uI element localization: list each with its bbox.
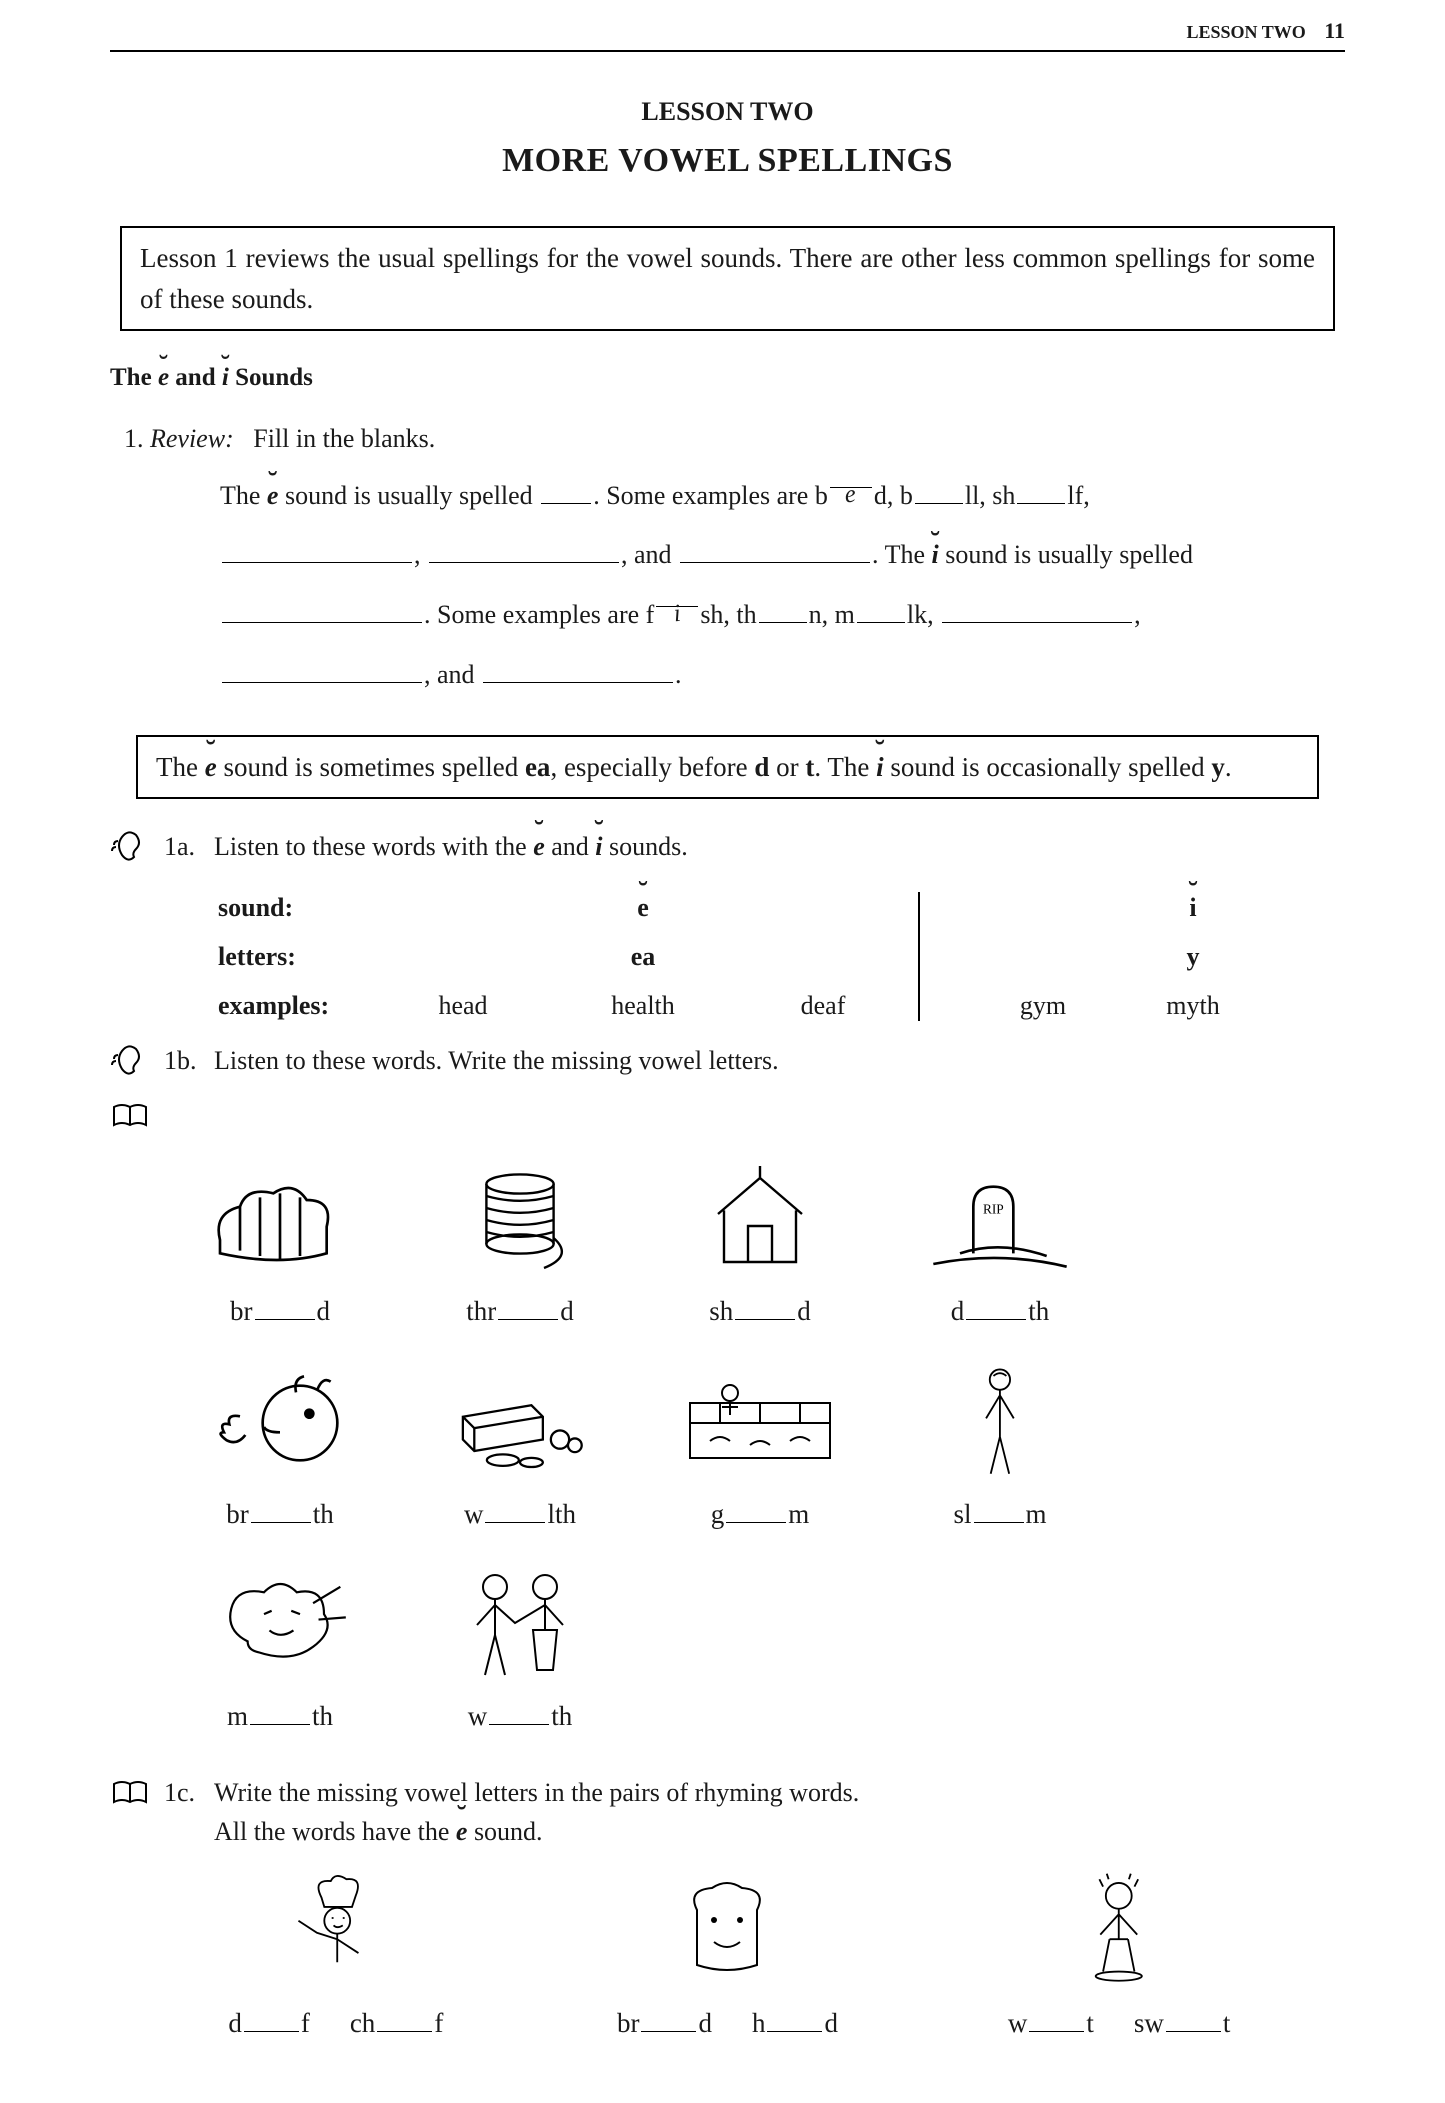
review-instruction: Fill in the blanks.: [253, 424, 435, 453]
question-1: 1. Review: Fill in the blanks.: [110, 419, 1345, 458]
picture-item: gm: [640, 1358, 880, 1535]
q1c-instruction-1: Write the missing vowel letters in the p…: [214, 1773, 1345, 1812]
q1-number: 1.: [110, 419, 150, 458]
picture-item: shd: [640, 1155, 880, 1332]
write-icon: [110, 1096, 150, 1147]
q1a-number: 1a.: [164, 827, 214, 878]
q1b-number: 1b.: [164, 1041, 214, 1147]
bread-face-icon: [567, 1865, 887, 1995]
short-e-symbol: e: [158, 359, 169, 397]
running-head-text: LESSON TWO: [1186, 22, 1305, 42]
blank-input[interactable]: [255, 1297, 315, 1320]
picture-item: slm: [880, 1358, 1120, 1535]
picture-item: brd: [160, 1155, 400, 1332]
blank-input[interactable]: [244, 2009, 299, 2032]
lesson-label: LESSON TWO: [110, 92, 1345, 131]
question-1c: 1c. Write the missing vowel letters in t…: [110, 1773, 1345, 1851]
blank-input[interactable]: [222, 601, 422, 623]
rhyme-pair: wt swt: [959, 1865, 1279, 2044]
lesson-title: MORE VOWEL SPELLINGS: [110, 135, 1345, 186]
blank-input[interactable]: [251, 1500, 311, 1523]
rule-box-2: The e sound is sometimes spelled ea, esp…: [136, 735, 1319, 800]
bread-icon: [160, 1155, 400, 1285]
blank-input[interactable]: [1166, 2009, 1221, 2032]
blank-input[interactable]: [222, 661, 422, 683]
blank-input[interactable]: [767, 2009, 822, 2032]
blank-input[interactable]: [483, 661, 673, 683]
q1b-instruction: Listen to these words. Write the missing…: [214, 1041, 1345, 1147]
wealth-icon: [400, 1358, 640, 1488]
picture-item: mth: [160, 1560, 400, 1737]
question-1a: 1a. Listen to these words with the e and…: [110, 827, 1345, 878]
intro-box: Lesson 1 reviews the usual spellings for…: [120, 226, 1335, 331]
blank-input[interactable]: [489, 1702, 549, 1725]
blank-input[interactable]: [250, 1702, 310, 1725]
blank-input[interactable]: [641, 2009, 696, 2032]
blank-input[interactable]: [377, 2009, 432, 2032]
chef-icon: [176, 1865, 496, 1995]
top-rule: LESSON TWO 11: [110, 50, 1345, 52]
worksheet-page: LESSON TWO 11 LESSON TWO MORE VOWEL SPEL…: [0, 0, 1445, 2103]
blank-input[interactable]: [1017, 481, 1065, 503]
blank-input[interactable]: [429, 541, 619, 563]
q1-fill-paragraph: The e sound is usually spelled . Some ex…: [220, 466, 1345, 705]
listen-icon: [110, 1041, 150, 1092]
blank-input[interactable]: e: [830, 466, 872, 488]
thread-spool-icon: [400, 1155, 640, 1285]
blank-input[interactable]: [541, 481, 591, 503]
blank-input[interactable]: [857, 601, 905, 623]
children-holding-hands-icon: [400, 1560, 640, 1690]
picture-item: thrd: [400, 1155, 640, 1332]
blank-input[interactable]: [966, 1297, 1026, 1320]
blank-input[interactable]: [726, 1500, 786, 1523]
gravestone-icon: RIP: [880, 1155, 1120, 1285]
blank-input[interactable]: [735, 1297, 795, 1320]
blank-input[interactable]: [759, 601, 807, 623]
blank-input[interactable]: [485, 1500, 545, 1523]
picture-item: brth: [160, 1358, 400, 1535]
write-icon: [110, 1773, 150, 1824]
q1c-number: 1c.: [164, 1773, 214, 1851]
q1c-instruction-2: All the words have the e sound.: [214, 1812, 1345, 1851]
page-number: 11: [1324, 18, 1345, 43]
blank-input[interactable]: [915, 481, 963, 503]
short-i-symbol: i: [222, 359, 229, 397]
question-1b: 1b. Listen to these words. Write the mis…: [110, 1041, 1345, 1147]
running-head: LESSON TWO 11: [1186, 14, 1345, 47]
blank-input[interactable]: [680, 541, 870, 563]
gym-icon: [640, 1358, 880, 1488]
listen-icon: [110, 827, 150, 878]
blank-input[interactable]: [222, 541, 412, 563]
myth-creature-icon: [160, 1560, 400, 1690]
picture-item: wth: [400, 1560, 640, 1737]
shed-icon: [640, 1155, 880, 1285]
slim-person-icon: [880, 1358, 1120, 1488]
sweating-person-icon: [959, 1865, 1279, 1995]
picture-item: wlth: [400, 1358, 640, 1535]
rhyme-pair: brd hd: [567, 1865, 887, 2044]
svg-text:RIP: RIP: [983, 1202, 1004, 1217]
blank-input[interactable]: [1029, 2009, 1084, 2032]
review-label: Review:: [150, 424, 234, 453]
blank-input[interactable]: [974, 1500, 1024, 1523]
section-heading: The e and i Sounds: [110, 359, 1345, 397]
sound-letters-table: sound: e i letters: ea y examples: head …: [218, 888, 1268, 1025]
breath-face-icon: [160, 1358, 400, 1488]
blank-input[interactable]: [942, 601, 1132, 623]
blank-input[interactable]: i: [656, 585, 698, 607]
q1b-picture-grid: brd thrd shd RIP dth brth wlth gm s: [160, 1155, 1345, 1763]
picture-item: RIP dth: [880, 1155, 1120, 1332]
q1c-pairs-grid: df chf brd hd wt swt: [140, 1865, 1315, 2044]
blank-input[interactable]: [498, 1297, 558, 1320]
rhyme-pair: df chf: [176, 1865, 496, 2044]
